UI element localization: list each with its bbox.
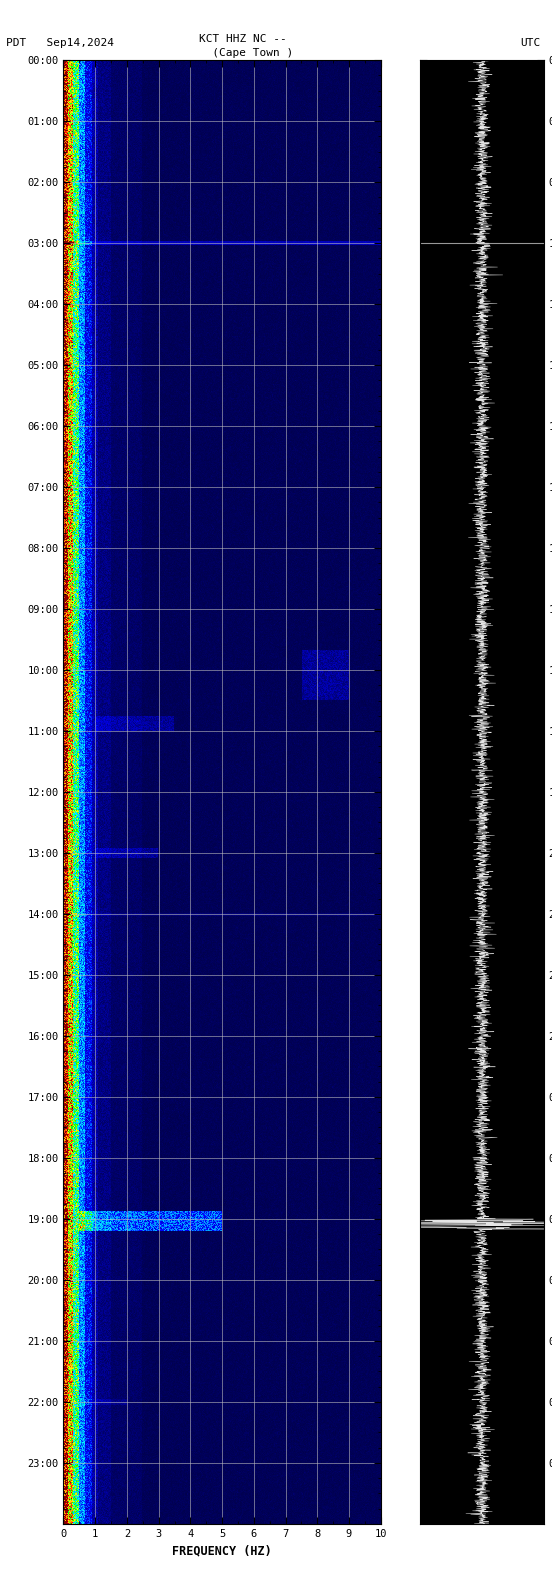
Text: (Cape Town ): (Cape Town )	[192, 48, 294, 57]
Text: UTC: UTC	[521, 38, 541, 48]
Text: KCT HHZ NC --: KCT HHZ NC --	[199, 33, 286, 44]
X-axis label: FREQUENCY (HZ): FREQUENCY (HZ)	[172, 1544, 272, 1557]
Text: PDT   Sep14,2024: PDT Sep14,2024	[6, 38, 114, 48]
